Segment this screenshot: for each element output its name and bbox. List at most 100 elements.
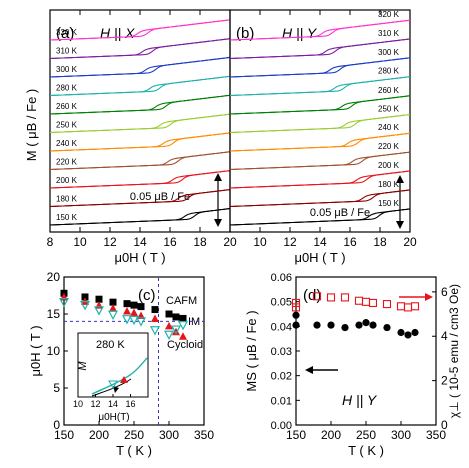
x-tick-label-1-4: 18 <box>373 235 387 249</box>
temp-label-0-0: 150 K <box>56 213 78 222</box>
mh-curve-0-1-1 <box>49 189 231 208</box>
c-inset-fit-line <box>91 378 132 397</box>
c-point-square-1 <box>81 293 89 301</box>
c-point-triangle-down-5 <box>129 315 139 326</box>
d-point-circle-3 <box>327 321 335 329</box>
c-point-square-8 <box>165 310 173 318</box>
panel-a-x-ticks: 8 10 12 14 16 18 20 <box>47 10 237 249</box>
c-y-tick-label-1: 5 <box>53 381 60 395</box>
temp-label-1-10: 320 K <box>378 10 400 19</box>
d-point-square-open-3 <box>326 293 336 302</box>
d-x-tick-label-0: 150 <box>286 428 306 442</box>
c-point-triangle-up-7 <box>151 314 159 322</box>
temp-label-0-8: 300 K <box>56 65 78 74</box>
c-inset-x-tick-label-3: 16 <box>125 399 135 409</box>
d-point-circle-4 <box>341 323 349 332</box>
c-point-triangle-down-9 <box>171 325 181 335</box>
mh-curve-1-9-1 <box>229 38 411 60</box>
mh-curve-0-7-1 <box>49 75 231 97</box>
temp-label-0-6: 260 K <box>56 102 78 111</box>
c-point-triangle-down-4 <box>122 315 132 325</box>
panel-a-temp-labels: 150 K 180 K 200 K 220 K 240 K 250 K 260 K 280 K… <box>56 28 78 222</box>
panel-c-inset-label: 280 K <box>96 339 125 351</box>
mh-curve-0-9-1 <box>49 38 231 60</box>
panel-c-inset-ylabel: M <box>77 361 89 371</box>
panel-a-ylabel: M ( μB / Fe ) <box>24 89 39 162</box>
c-point-triangle-down-10 <box>178 321 188 331</box>
panel-c-points <box>59 289 188 340</box>
c-x-tick-label-3: 300 <box>159 428 179 442</box>
mh-curve-0-4-1 <box>49 132 231 152</box>
temp-label-1-5: 250 K <box>378 105 400 114</box>
c-point-triangle-up-5 <box>130 308 138 317</box>
mh-curve-1-7-1 <box>229 76 411 97</box>
panel-d-y2label: χ⊥ ( 10-5 emu / cm3 Oe) <box>447 284 461 418</box>
temp-label-0-1: 180 K <box>56 195 78 204</box>
c-point-square-9 <box>172 313 180 321</box>
mh-curve-0-10-1 <box>49 19 231 41</box>
c-inset-x-tick-label-1: 12 <box>90 399 100 409</box>
panel-c-ylabel: μ0H ( T ) <box>28 325 43 376</box>
c-point-triangle-down-1 <box>80 301 90 311</box>
c-point-triangle-up-4 <box>123 307 131 315</box>
x-tick-label-0-1: 10 <box>73 235 87 249</box>
c-point-triangle-down-8 <box>164 330 174 340</box>
mh-curve-1-6-1 <box>229 95 411 115</box>
c-x-tick-label-2: 250 <box>124 428 144 442</box>
c-point-triangle-down-7 <box>150 326 160 336</box>
panel-a-curves <box>49 19 231 226</box>
d-point-square-open-11 <box>410 302 420 311</box>
panel-b-temp-labels: 150 K 180 K 200 K 220 K 240 K 250 K 260 K 280 K… <box>378 10 400 208</box>
temp-label-1-0: 150 K <box>378 199 400 208</box>
d-point-circle-10 <box>404 331 412 339</box>
d-point-circle-5 <box>355 321 363 329</box>
c-point-triangle-down-2 <box>94 306 104 316</box>
x-tick-label-0-2: 12 <box>103 235 117 249</box>
d-point-circle-11 <box>411 328 419 337</box>
x-tick-label-1-3: 16 <box>343 235 357 249</box>
c-point-triangle-up-10 <box>179 332 187 340</box>
mh-curve-0-8-1 <box>49 56 231 78</box>
c-point-square-4 <box>123 300 131 308</box>
c-point-triangle-up-6 <box>137 311 145 319</box>
c-point-square-7 <box>151 306 159 314</box>
panel-a-xlabel: μ0H ( T ) <box>114 250 165 265</box>
temp-label-1-1: 180 K <box>378 180 400 189</box>
x-tick-label-0-3: 14 <box>133 235 147 249</box>
c-point-triangle-up-8 <box>165 321 173 330</box>
mh-curve-1-2-1 <box>229 170 411 189</box>
d-point-square-open-4 <box>340 293 350 302</box>
panel-d-right-axis-arrow <box>399 293 433 301</box>
d-point-square-open-8 <box>382 300 392 309</box>
panel-b-scale-label: 0.05 μB / Fe <box>310 207 370 219</box>
d-y-tick-label-6: 0.06 <box>271 272 292 284</box>
c-x-tick-label-1: 200 <box>89 428 109 442</box>
panel-b-label: (b) <box>236 25 254 42</box>
panel-c-inset-content: 10 12 14 16 <box>73 357 148 409</box>
panel-c-inset-frame <box>77 332 149 398</box>
temp-label-1-4: 240 K <box>378 123 400 132</box>
d-y-tick-label-3: 0.03 <box>271 346 292 358</box>
d-point-circle-1 <box>292 311 300 319</box>
mh-curve-1-1-1 <box>229 189 411 208</box>
c-inset-marker-triangle-down <box>108 380 118 390</box>
c-inset-x-tick-label-0: 10 <box>73 399 83 409</box>
c-x-tick-label-4: 350 <box>194 428 214 442</box>
c-y-tick-label-2: 10 <box>47 344 61 358</box>
c-point-triangle-down-3 <box>108 310 118 321</box>
x-tick-label-1-2: 14 <box>313 235 327 249</box>
temp-label-1-9: 310 K <box>378 29 400 38</box>
x-tick-label-0-5: 18 <box>193 235 207 249</box>
panel-b-scale-arrow <box>396 175 404 229</box>
mh-curve-1-3-1 <box>229 151 411 171</box>
c-x-tick-label-0: 150 <box>54 428 74 442</box>
panel-c-annot-cafm: CAFM <box>166 295 197 307</box>
c-point-triangle-down-6 <box>136 317 146 327</box>
d-point-circle-8 <box>383 323 391 332</box>
x-tick-label-1-0: 10 <box>253 235 267 249</box>
panel-a-title: H || X <box>100 25 135 41</box>
d-y-tick-label-4: 0.04 <box>271 321 292 333</box>
c-point-square-6 <box>137 303 145 311</box>
d-point-square-open-0 <box>291 298 301 308</box>
